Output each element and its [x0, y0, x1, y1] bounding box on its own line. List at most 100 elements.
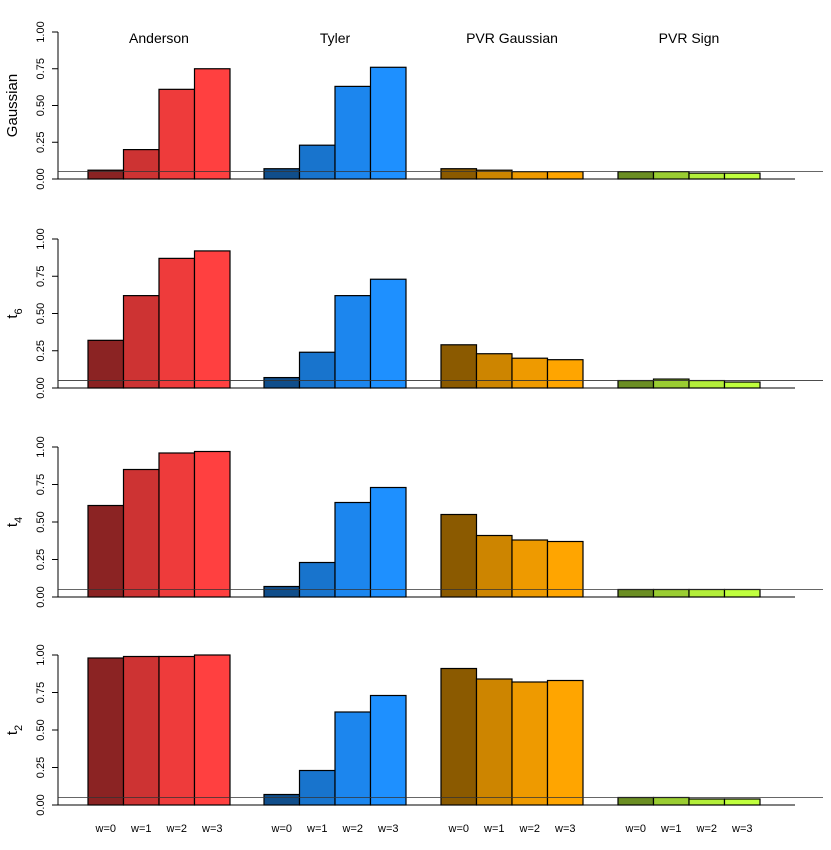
bar — [334, 501, 372, 598]
y-label-subscript: 4 — [13, 517, 25, 523]
bar — [298, 144, 336, 180]
y-tick-label: 0.75 — [35, 682, 47, 703]
group-label: Tyler — [320, 30, 351, 46]
x-tick-label: w=0 — [448, 823, 470, 835]
bar — [546, 540, 584, 598]
bar — [122, 295, 160, 389]
y-tick-label: 1.00 — [35, 21, 47, 42]
bar — [652, 796, 690, 806]
x-tick-label: w=1 — [306, 823, 328, 835]
bar — [158, 655, 196, 806]
bar — [193, 68, 231, 180]
y-tick-label: 0.50 — [35, 95, 47, 116]
x-tick-label: w=3 — [377, 823, 399, 835]
bar — [688, 798, 726, 806]
bar — [334, 295, 372, 389]
bar — [158, 257, 196, 389]
bar — [334, 85, 372, 180]
group-label: Anderson — [129, 30, 189, 46]
bar — [546, 359, 584, 389]
x-tick-label: w=2 — [342, 823, 364, 835]
bar — [158, 452, 196, 598]
bar — [122, 655, 160, 806]
bar — [193, 250, 231, 389]
y-label-text: t — [4, 522, 21, 527]
bar — [511, 681, 549, 806]
bar — [617, 588, 655, 598]
bar — [475, 534, 513, 598]
bar — [723, 172, 761, 180]
x-tick-label: w=3 — [554, 823, 576, 835]
bar — [723, 798, 761, 806]
y-label-subscript: 6 — [13, 308, 25, 314]
y-tick-label: 0.75 — [35, 58, 47, 79]
y-tick-label: 0.75 — [35, 474, 47, 495]
bar — [723, 381, 761, 389]
y-tick-label: 0.00 — [35, 377, 47, 398]
y-axis-label: Gaussian — [4, 74, 21, 137]
bar — [263, 376, 301, 389]
bar — [688, 172, 726, 180]
x-tick-label: w=0 — [271, 823, 293, 835]
bar — [617, 379, 655, 389]
x-tick-label: w=1 — [660, 823, 682, 835]
x-tick-label: w=2 — [166, 823, 188, 835]
y-label-subscript: 2 — [13, 725, 25, 731]
y-tick-label: 0.25 — [35, 549, 47, 570]
x-tick-label: w=2 — [696, 823, 718, 835]
x-tick-label: w=0 — [625, 823, 647, 835]
y-tick-label: 0.25 — [35, 132, 47, 153]
y-tick-label: 1.00 — [35, 228, 47, 249]
y-tick-label: 0.75 — [35, 266, 47, 287]
y-tick-label: 0.50 — [35, 511, 47, 532]
bar — [475, 678, 513, 806]
bar — [334, 711, 372, 806]
bar — [511, 357, 549, 389]
y-tick-label: 1.00 — [35, 644, 47, 665]
bar — [617, 796, 655, 806]
bar — [263, 168, 301, 180]
y-tick-label: 0.50 — [35, 719, 47, 740]
y-axis-label: t2 — [4, 725, 25, 735]
y-tick-label: 0.00 — [35, 168, 47, 189]
bar — [87, 657, 125, 806]
bar — [688, 588, 726, 598]
bar — [122, 468, 160, 598]
y-label-text: Gaussian — [4, 74, 21, 137]
bar — [440, 344, 478, 389]
y-axis-label: t6 — [4, 308, 25, 318]
bar — [440, 513, 478, 598]
bar — [688, 379, 726, 389]
x-tick-label: w=0 — [95, 823, 117, 835]
y-tick-label: 1.00 — [35, 436, 47, 457]
bar — [440, 667, 478, 806]
bar — [723, 588, 761, 598]
group-label: PVR Gaussian — [466, 30, 558, 46]
bar — [87, 339, 125, 389]
bar — [122, 149, 160, 180]
group-label: PVR Sign — [659, 30, 720, 46]
bar — [298, 351, 336, 389]
bar — [511, 171, 549, 180]
bar — [511, 539, 549, 598]
bar — [475, 353, 513, 389]
bar — [617, 171, 655, 180]
bar — [369, 694, 407, 806]
bar — [369, 66, 407, 180]
y-tick-label: 0.25 — [35, 340, 47, 361]
bar — [263, 585, 301, 598]
x-tick-label: w=1 — [483, 823, 505, 835]
bar — [369, 486, 407, 598]
bar — [546, 171, 584, 180]
bar — [652, 171, 690, 180]
bar — [369, 278, 407, 389]
bar — [298, 561, 336, 598]
x-tick-label: w=3 — [201, 823, 223, 835]
y-label-text: t — [4, 314, 21, 319]
y-tick-label: 0.25 — [35, 757, 47, 778]
bar — [263, 793, 301, 806]
x-tick-label: w=1 — [130, 823, 152, 835]
y-label-text: t — [4, 730, 21, 735]
bar — [193, 654, 231, 806]
